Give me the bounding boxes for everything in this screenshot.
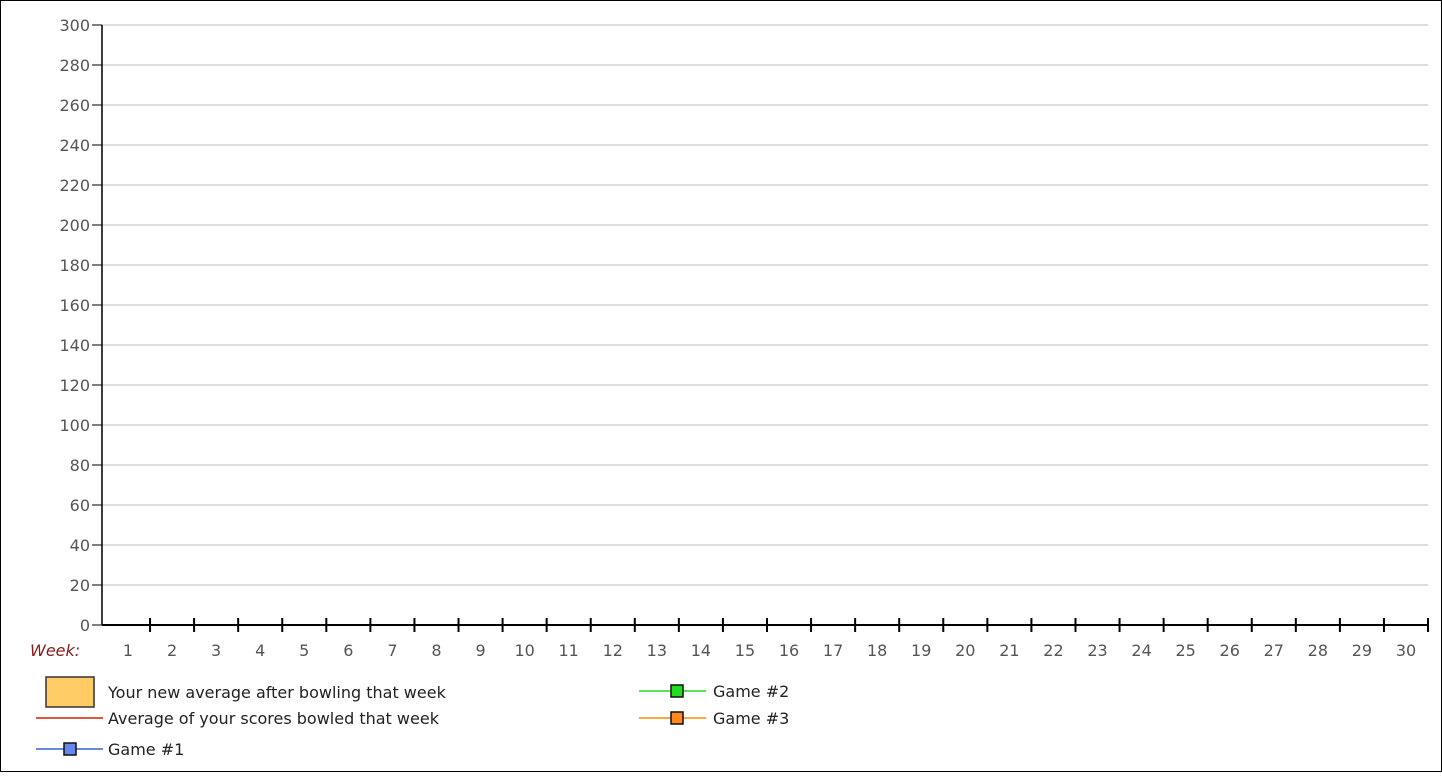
legend-swatch-average-area — [45, 676, 95, 708]
x-tick-label: 10 — [514, 641, 534, 660]
legend-label-game-3: Game #3 — [713, 709, 789, 728]
y-tick-label: 0 — [80, 616, 90, 635]
x-tick-label: 13 — [647, 641, 667, 660]
x-tick-label: 27 — [1264, 641, 1284, 660]
x-tick-label: 11 — [559, 641, 579, 660]
x-tick-label: 9 — [475, 641, 485, 660]
y-tick-label: 220 — [59, 176, 90, 195]
y-tick-label: 240 — [59, 136, 90, 155]
x-tick-label: 4 — [255, 641, 265, 660]
x-tick-label: 14 — [691, 641, 711, 660]
x-tick-label: 20 — [955, 641, 975, 660]
x-tick-label: 1 — [123, 641, 133, 660]
legend-label-game-2: Game #2 — [713, 682, 789, 701]
x-tick-label: 12 — [603, 641, 623, 660]
x-tick-label: 2 — [167, 641, 177, 660]
x-tick-label: 19 — [911, 641, 931, 660]
x-tick-label: 5 — [299, 641, 309, 660]
x-tick-label: 26 — [1220, 641, 1240, 660]
x-tick-label: 3 — [211, 641, 221, 660]
x-tick-label: 25 — [1175, 641, 1195, 660]
x-tick-label: 30 — [1396, 641, 1416, 660]
y-tick-label: 180 — [59, 256, 90, 275]
x-tick-label: 21 — [999, 641, 1019, 660]
y-tick-label: 140 — [59, 336, 90, 355]
legend-marker-game-1 — [63, 742, 77, 756]
legend-label-week-average: Average of your scores bowled that week — [108, 709, 440, 728]
x-tick-label: 16 — [779, 641, 799, 660]
y-axis: 0 20 40 60 80 100 120 140 160 180 200 220 240 260 280 3… — [59, 16, 103, 635]
y-tick-label: 100 — [59, 416, 90, 435]
y-tick-label: 120 — [59, 376, 90, 395]
x-tick-label: 18 — [867, 641, 887, 660]
x-tick-label: 29 — [1352, 641, 1372, 660]
legend: Your new average after bowling that week… — [36, 676, 789, 759]
y-tick-label: 300 — [59, 16, 90, 35]
x-tick-label: 15 — [735, 641, 755, 660]
y-tick-label: 80 — [70, 456, 90, 475]
x-tick-label: 24 — [1131, 641, 1151, 660]
x-tick-label: 7 — [387, 641, 397, 660]
y-tick-label: 60 — [70, 496, 90, 515]
x-tick-label: 28 — [1308, 641, 1328, 660]
y-tick-label: 40 — [70, 536, 90, 555]
y-tick-label: 160 — [59, 296, 90, 315]
x-tick-label: 8 — [431, 641, 441, 660]
legend-marker-game-3 — [670, 711, 684, 725]
y-tick-label: 200 — [59, 216, 90, 235]
y-tick-label: 280 — [59, 56, 90, 75]
x-tick-label: 6 — [343, 641, 353, 660]
legend-marker-game-2 — [670, 684, 684, 698]
x-axis-label: Week: — [30, 641, 80, 660]
x-tick-label: 22 — [1043, 641, 1063, 660]
grid-lines — [102, 24, 1428, 586]
y-tick-label: 260 — [59, 96, 90, 115]
legend-label-new-average: Your new average after bowling that week — [107, 683, 447, 702]
x-tick-label: 17 — [823, 641, 843, 660]
x-axis: 1 2 3 4 5 6 7 8 9 10 11 12 13 14 15 16 17 18 19 20 21 22 23 24 2… — [102, 618, 1429, 660]
legend-label-game-1: Game #1 — [108, 740, 184, 759]
y-tick-label: 20 — [70, 576, 90, 595]
x-tick-label: 23 — [1087, 641, 1107, 660]
